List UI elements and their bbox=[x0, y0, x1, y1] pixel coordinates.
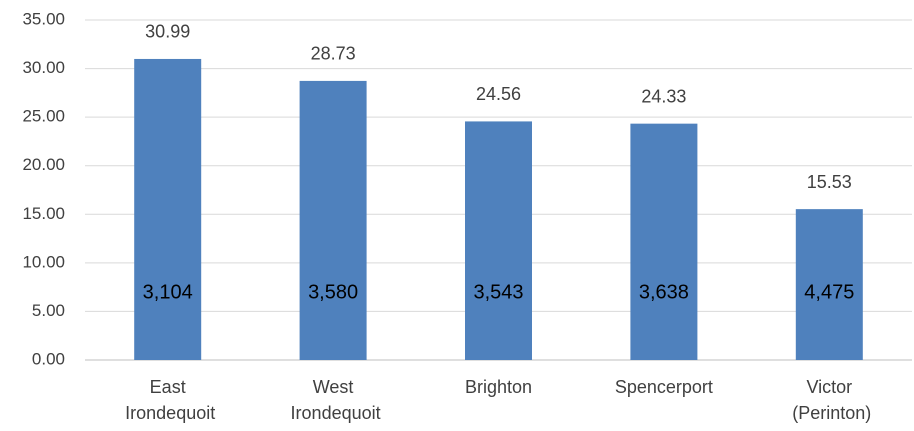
y-tick-label: 5.00 bbox=[32, 301, 65, 320]
value-label: 15.53 bbox=[807, 172, 852, 192]
value-label: 30.99 bbox=[145, 22, 190, 42]
value-label: 28.73 bbox=[311, 44, 356, 64]
y-tick-label: 35.00 bbox=[22, 9, 65, 28]
y-tick-label: 10.00 bbox=[22, 252, 65, 271]
y-tick-label: 30.00 bbox=[22, 58, 65, 77]
value-label: 24.33 bbox=[641, 86, 686, 106]
bar bbox=[795, 209, 863, 360]
x-tick-label: West Irondequoit bbox=[286, 377, 381, 423]
y-tick-label: 15.00 bbox=[22, 204, 65, 223]
bar-label: 3,104 bbox=[143, 281, 193, 303]
value-label: 24.56 bbox=[476, 84, 521, 104]
bar-label: 3,638 bbox=[639, 281, 689, 303]
x-tick-label: Brighton bbox=[465, 377, 532, 397]
bar-label: 3,543 bbox=[473, 281, 523, 303]
y-tick-label: 25.00 bbox=[22, 107, 65, 126]
y-tick-label: 20.00 bbox=[22, 155, 65, 174]
bar bbox=[630, 123, 698, 360]
bar bbox=[134, 58, 202, 360]
bar-label: 3,580 bbox=[308, 281, 358, 303]
y-tick-label: 0.00 bbox=[32, 349, 65, 368]
bar bbox=[299, 80, 367, 360]
x-tick-label: Spencerport bbox=[615, 377, 713, 397]
x-tick-label: East Irondequoit bbox=[120, 377, 215, 423]
bar-label: 4,475 bbox=[804, 281, 854, 303]
x-tick-label: Victor (Perinton) bbox=[787, 377, 871, 423]
bar bbox=[465, 121, 532, 360]
